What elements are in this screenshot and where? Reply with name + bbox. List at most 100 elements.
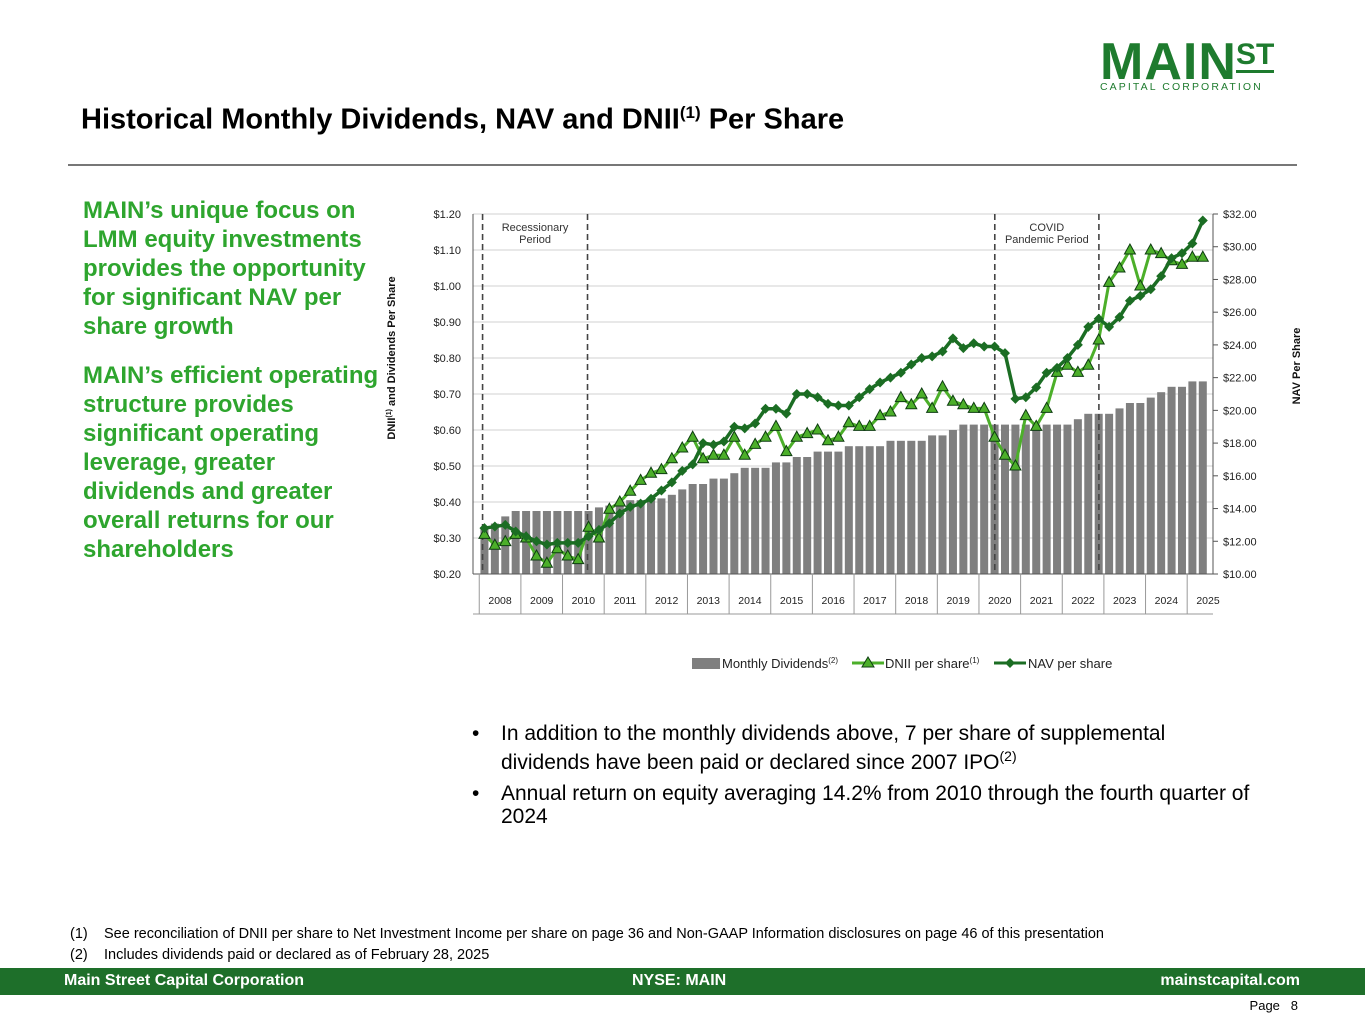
dividend-bar [1000, 424, 1009, 574]
nav-point [781, 408, 792, 419]
period-label: Period [519, 234, 551, 246]
right-tick-label: $10.00 [1223, 569, 1257, 581]
dnii-point [1092, 332, 1106, 345]
dividend-bar [1073, 419, 1082, 574]
nav-point [718, 436, 729, 447]
bullet-item: • Annual return on equity averaging 14.2… [472, 782, 1252, 828]
dividend-bar [969, 424, 978, 574]
dividend-bar [1198, 381, 1207, 574]
right-tick-label: $28.00 [1223, 274, 1257, 286]
dnii-point [1029, 419, 1043, 431]
left-tick-label: $1.00 [433, 281, 461, 293]
logo-wordmark: MAIN [1100, 33, 1237, 91]
left-tick-label: $0.40 [433, 497, 461, 509]
dnii-point [738, 448, 752, 460]
dnii-point [1071, 365, 1085, 377]
left-tick-label: $0.50 [433, 461, 461, 473]
nav-point [531, 536, 542, 547]
dnii-point [1081, 358, 1095, 370]
page-number-value: 8 [1290, 998, 1298, 1013]
nav-point [573, 537, 584, 548]
dividend-bar [865, 446, 874, 574]
left-tick-label: $0.80 [433, 353, 461, 365]
nav-point [843, 400, 854, 411]
year-label: 2017 [863, 595, 887, 607]
nav-point [1166, 253, 1177, 264]
legend-marker-dnii [861, 656, 875, 668]
nav-point [1135, 290, 1146, 301]
dividend-bar [896, 440, 905, 574]
highlight-paragraph: MAIN’s unique focus on LMM equity invest… [83, 197, 366, 340]
year-label: 2010 [572, 595, 596, 607]
dividend-bar [886, 440, 895, 574]
year-labels: 2008 2009 2010 2011 2012 2013 2014 2015 2016 2017… [478, 574, 1220, 614]
dnii-point [946, 394, 960, 406]
nav-point [1187, 238, 1198, 249]
dnii-point [592, 530, 606, 543]
dnii-point [582, 520, 595, 532]
nav-point [1114, 312, 1125, 323]
dividend-bar [730, 473, 739, 574]
nav-point [1010, 393, 1021, 404]
nav-point [1083, 321, 1094, 332]
dividend-bar [584, 511, 593, 574]
dividend-bar [688, 484, 697, 574]
dividend-bar [751, 467, 760, 574]
dnii-point [561, 548, 575, 561]
dnii-point [1123, 242, 1137, 255]
page-title-suffix: Per Share [700, 103, 845, 136]
nav-point [604, 518, 615, 529]
dnii-point [665, 451, 679, 464]
nav-point [562, 537, 573, 548]
nav-point [1072, 339, 1083, 350]
left-tick-label: $0.90 [433, 317, 461, 329]
year-label: 2009 [530, 595, 554, 607]
dividend-bar [844, 446, 853, 574]
year-label: 2022 [1071, 595, 1095, 607]
dividend-bar [719, 478, 728, 574]
dividend-bar [605, 505, 614, 574]
dividend-bar [761, 467, 770, 574]
nav-point [521, 531, 532, 542]
dnii-point [936, 379, 949, 392]
nav-point [552, 537, 563, 548]
chart-legend: Monthly Dividends(2) DNII per share(1) N… [692, 656, 1112, 671]
left-axis-label-suffix: and Dividends Per Share [386, 276, 398, 409]
page-label: Page [1249, 998, 1280, 1013]
dnii-point [748, 437, 762, 449]
dividend-bar [657, 498, 666, 574]
footnote-marker: (2) [70, 947, 88, 963]
dnii-point [1175, 257, 1189, 269]
nav-point [1052, 362, 1063, 373]
left-tick-label: $0.20 [433, 569, 461, 581]
dividend-bar [928, 435, 937, 574]
dividend-bar [834, 451, 843, 574]
dividend-bar [907, 440, 916, 574]
dnii-point [821, 433, 835, 446]
dividend-bar [917, 440, 926, 574]
title-divider [68, 164, 1297, 166]
dividend-bar [782, 462, 791, 574]
legend-label-dividends: Monthly Dividends(2) [722, 656, 838, 671]
dividend-bar [636, 500, 645, 574]
right-tick-label: $20.00 [1223, 405, 1257, 417]
dividend-bar [647, 500, 656, 574]
legend-label-nav: NAV per share [1028, 656, 1112, 671]
right-tick-label: $14.00 [1223, 504, 1257, 516]
left-axis-label: DNII(1) and Dividends Per Share [386, 276, 398, 439]
nav-point [677, 465, 688, 476]
dividend-bar [803, 457, 812, 574]
dividend-bar [1167, 386, 1176, 574]
nav-point [823, 398, 834, 409]
dnii-point [530, 548, 543, 561]
page-title: Historical Monthly Dividends, NAV and DN… [81, 103, 844, 137]
highlight-panel: MAIN’s unique focus on LMM equity invest… [83, 196, 383, 584]
period-label: COVID [1029, 222, 1064, 234]
right-tick-label: $16.00 [1223, 471, 1257, 483]
nav-point [708, 439, 719, 450]
dividend-bar [667, 494, 676, 574]
dividend-bar [615, 505, 624, 574]
footnote-text: Includes dividends paid or declared as o… [104, 947, 490, 963]
right-axis-ticks: $10.00 $12.00 $14.00 $16.00 $18.00 $20.00 $22.… [1213, 209, 1257, 581]
